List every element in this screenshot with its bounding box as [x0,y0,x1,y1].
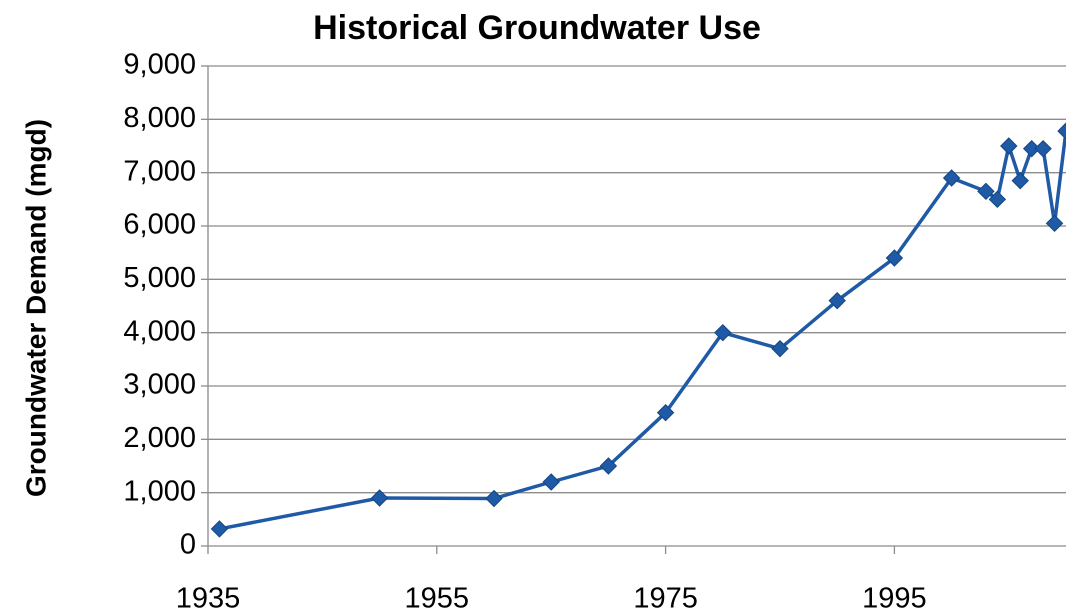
data-point [1000,137,1018,155]
data-point [1034,139,1052,158]
data-point [988,190,1007,209]
y-tick-label: 7,000 [123,155,196,187]
data-point [771,339,789,358]
data-point [942,169,961,187]
x-tick-label: 1975 [633,583,698,613]
data-point [485,489,503,508]
data-point [1011,171,1029,190]
data-point [1057,122,1066,140]
y-tick-label: 2,000 [123,422,196,454]
series-line [219,130,1066,531]
data-point [1045,214,1064,233]
y-tick-label: 5,000 [123,262,196,294]
y-tick-label: 4,000 [123,315,196,347]
y-tick-label: 8,000 [123,102,196,134]
data-point [370,489,389,507]
data-point [210,520,229,538]
data-point [1022,139,1041,158]
data-point [977,182,995,201]
y-tick-label: 1,000 [123,475,196,507]
y-tick-label: 9,000 [123,49,196,81]
data-point [828,291,846,310]
x-tick-label: 1935 [176,583,241,613]
y-axis-label: Groundwater Demand (mgd) [20,119,51,497]
data-point [714,323,732,342]
x-tick-label: 1995 [862,583,927,613]
chart-title: Historical Groundwater Use [313,9,761,47]
data-point [599,457,618,475]
data-point [542,473,560,491]
y-tick-label: 6,000 [123,209,196,241]
y-tick-label: 3,000 [123,369,196,401]
data-point [656,403,675,422]
x-tick-label: 1955 [405,583,470,613]
y-tick-label: 0 [180,529,196,561]
data-point [885,249,904,267]
